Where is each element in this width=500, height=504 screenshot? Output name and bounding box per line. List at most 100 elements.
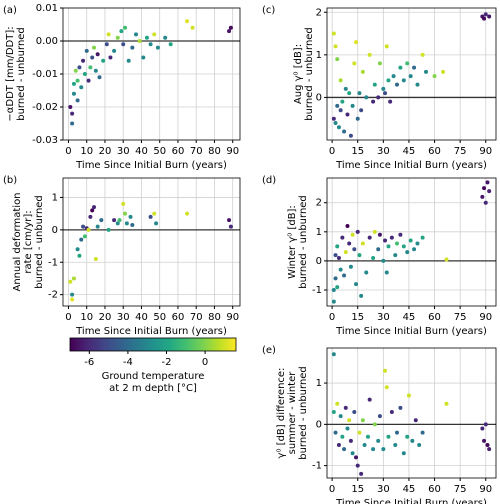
scatter-point xyxy=(79,237,84,242)
y-axis-label: −αDDT [mm/DDT]: xyxy=(5,26,16,121)
y-axis-label: burned - unburned xyxy=(16,27,27,121)
scatter-point xyxy=(394,241,399,246)
scatter-point xyxy=(354,40,359,45)
scatter-point xyxy=(77,253,82,258)
scatter-point xyxy=(441,69,446,74)
scatter-point xyxy=(483,200,488,205)
x-tick-label: 75 xyxy=(454,146,467,157)
scatter-point xyxy=(352,61,357,66)
scatter-point xyxy=(86,227,91,232)
scatter-point xyxy=(115,221,120,226)
y-axis-label: γ⁰ [dB] difference: xyxy=(276,368,287,459)
scatter-point xyxy=(372,229,377,234)
scatter-point xyxy=(357,91,362,96)
scatter-point xyxy=(432,74,437,79)
scatter-point xyxy=(106,227,111,232)
scatter-point xyxy=(331,116,336,121)
scatter-point xyxy=(365,434,370,439)
scatter-point xyxy=(362,442,367,447)
scatter-point xyxy=(417,442,422,447)
scatter-point xyxy=(371,256,376,260)
scatter-point xyxy=(128,214,133,219)
scatter-point xyxy=(383,91,388,96)
x-tick-label: 90 xyxy=(226,312,239,323)
scatter-point xyxy=(350,232,355,237)
scatter-point xyxy=(82,72,87,76)
scatter-point xyxy=(90,208,95,213)
scatter-point xyxy=(401,451,406,456)
y-tick-label: -2 xyxy=(48,290,58,301)
scatter-point xyxy=(86,78,91,83)
x-tick-label: 0 xyxy=(65,146,71,157)
scatter-point xyxy=(354,282,359,287)
scatter-point xyxy=(345,426,350,431)
scatter-point xyxy=(485,442,490,447)
x-tick-label: 75 xyxy=(454,484,467,495)
scatter-point xyxy=(117,218,122,223)
scatter-point xyxy=(482,186,487,191)
scatter-point xyxy=(342,273,347,278)
scatter-point xyxy=(480,426,485,431)
scatter-point xyxy=(347,418,352,423)
scatter-point xyxy=(364,270,369,275)
colorbar-tick-label: -4 xyxy=(123,357,133,368)
scatter-point xyxy=(88,65,93,70)
scatter-point xyxy=(119,29,124,34)
scatter-point xyxy=(410,438,415,443)
y-tick-label: 2 xyxy=(316,7,322,18)
scatter-point xyxy=(190,25,195,30)
x-tick-label: 15 xyxy=(351,312,364,323)
scatter-point xyxy=(227,218,232,223)
x-tick-label: 70 xyxy=(190,146,203,157)
scatter-point xyxy=(372,422,377,427)
x-tick-label: 30 xyxy=(377,484,390,495)
scatter-point xyxy=(75,98,80,103)
scatter-point xyxy=(70,292,75,297)
scatter-point xyxy=(482,438,487,443)
scatter-point xyxy=(68,279,73,284)
scatter-point xyxy=(73,68,78,73)
scatter-point xyxy=(144,35,149,40)
x-tick-label: 30 xyxy=(377,312,390,323)
scatter-point xyxy=(101,58,106,63)
colorbar xyxy=(69,337,237,352)
y-tick-label: 0 xyxy=(316,256,322,267)
x-tick-label: 60 xyxy=(428,484,441,495)
scatter-point xyxy=(405,61,410,66)
scatter-point xyxy=(163,35,168,40)
scatter-point xyxy=(228,25,233,30)
scatter-point xyxy=(112,218,117,223)
scatter-point xyxy=(185,211,190,216)
axes-frame xyxy=(62,7,241,141)
y-axis-label: burned - unburned xyxy=(304,27,315,121)
scatter-point xyxy=(377,414,382,419)
scatter-point xyxy=(92,45,97,50)
scatter-point xyxy=(394,82,399,87)
scatter-point xyxy=(412,65,417,70)
scatter-point xyxy=(70,121,75,126)
x-tick-label: 30 xyxy=(377,146,390,157)
scatter-point xyxy=(383,238,388,243)
scatter-point xyxy=(364,95,369,100)
scatter-point xyxy=(92,205,97,210)
x-tick-label: 0 xyxy=(65,312,71,323)
scatter-point xyxy=(95,52,100,57)
scatter-point xyxy=(384,270,389,275)
y-axis-label: burned - unburned xyxy=(298,366,309,460)
scatter-point xyxy=(412,247,417,252)
scatter-point xyxy=(126,58,131,63)
y-tick-label: -1 xyxy=(312,285,322,296)
scatter-point xyxy=(82,234,87,239)
scatter-point xyxy=(347,91,352,96)
x-tick-label: 80 xyxy=(208,146,221,157)
y-tick-label: -0.03 xyxy=(32,135,58,146)
panel-label: (b) xyxy=(3,175,17,186)
scatter-point xyxy=(350,103,355,108)
axes-frame xyxy=(326,7,497,141)
scatter-point xyxy=(355,116,360,121)
scatter-point xyxy=(331,31,336,36)
scatter-point xyxy=(154,221,159,226)
scatter-point xyxy=(335,401,340,406)
x-tick-label: 45 xyxy=(403,484,416,495)
x-axis-label: Time Since Initial Burn (years) xyxy=(335,498,487,504)
